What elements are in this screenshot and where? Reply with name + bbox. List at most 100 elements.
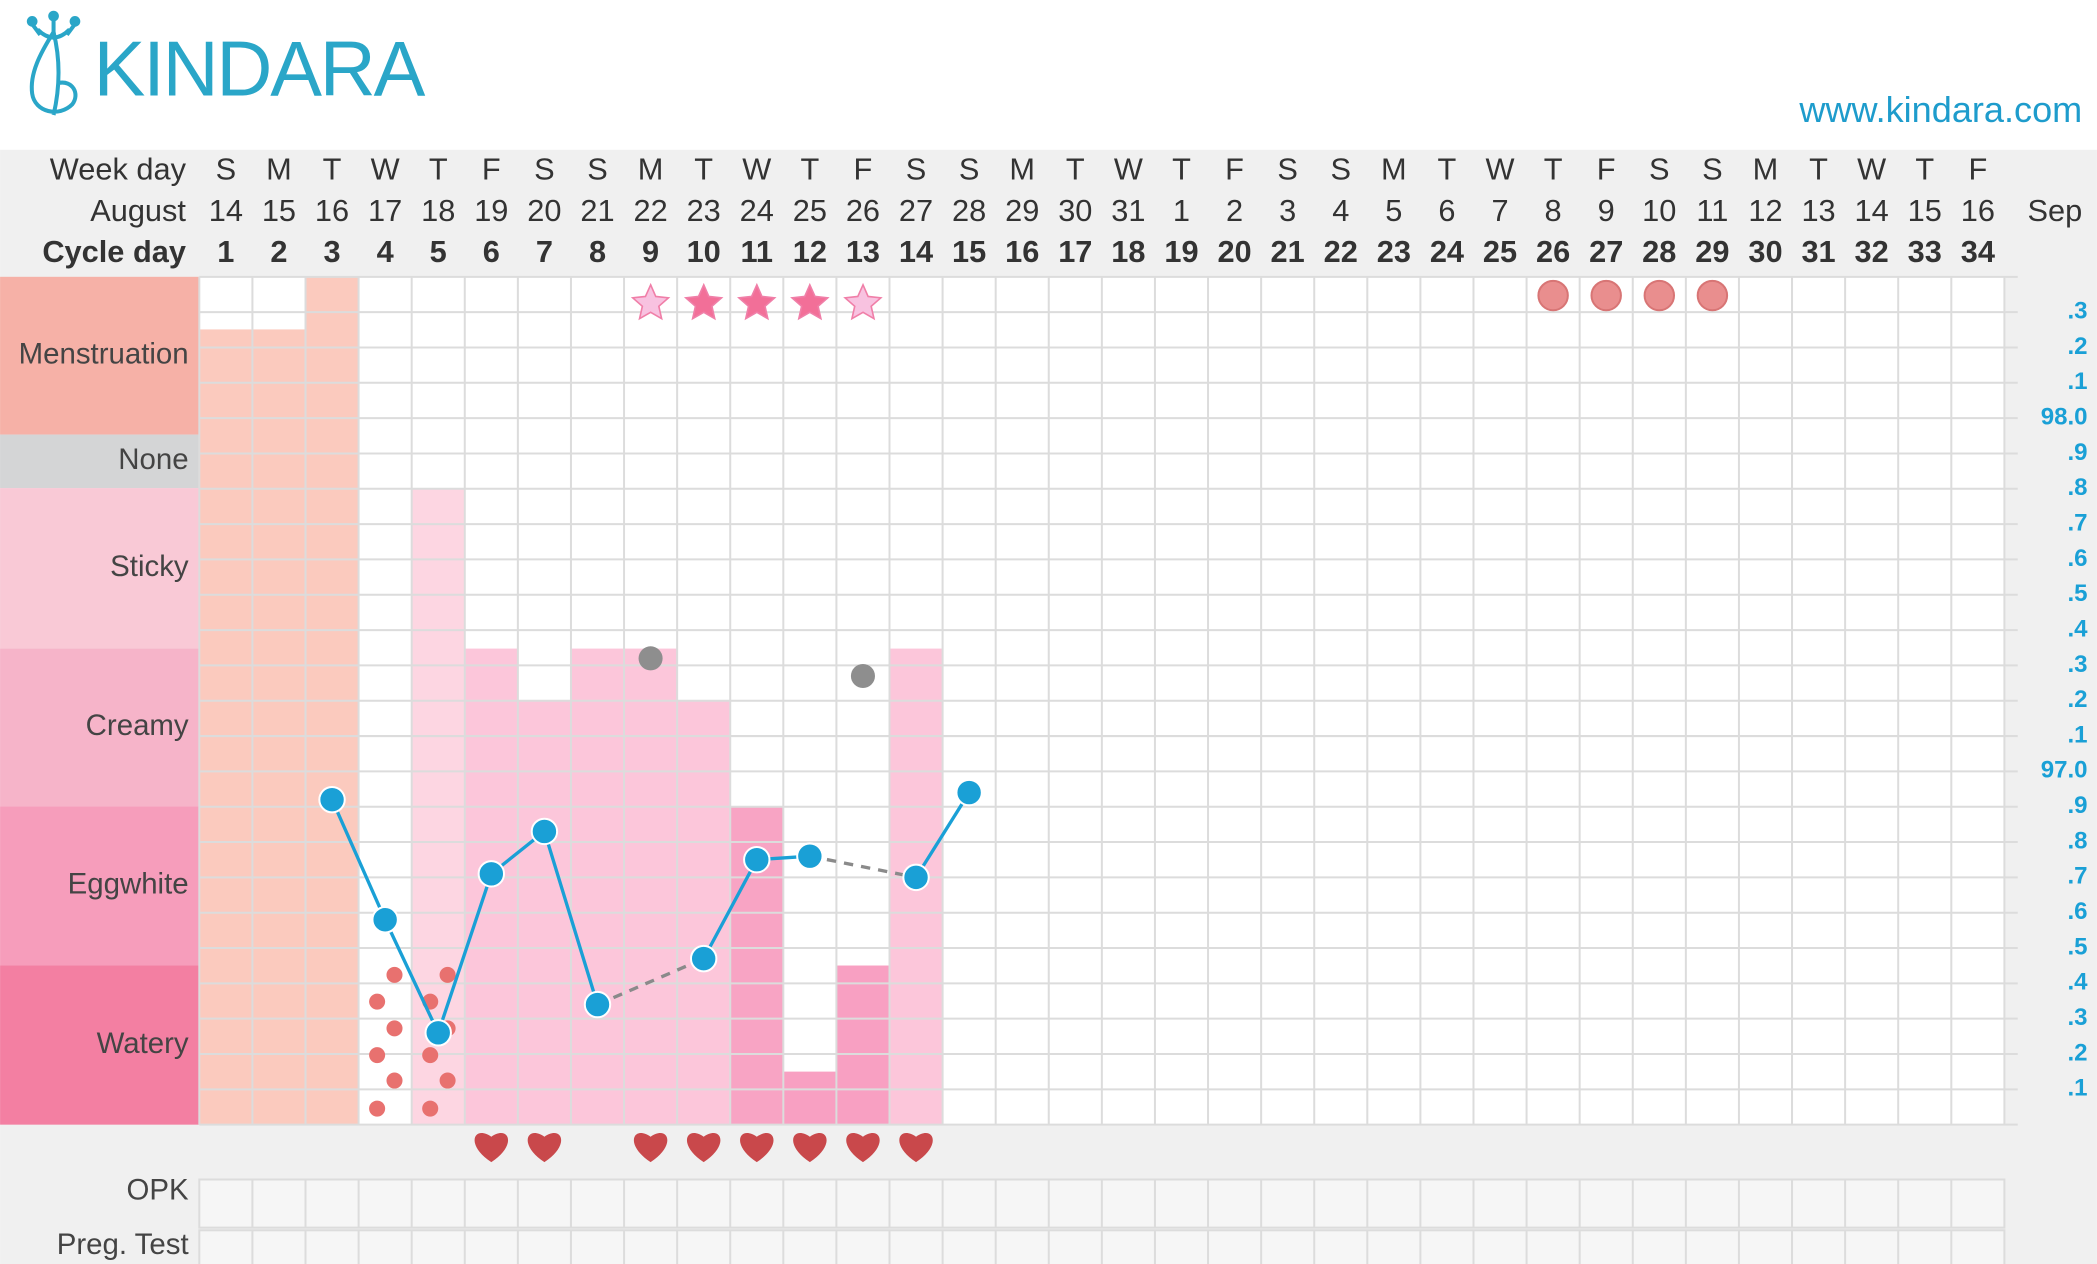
date: 25 (793, 193, 827, 228)
fluid-bar (836, 965, 890, 1125)
spotting-dot (422, 1047, 439, 1064)
date: 3 (1279, 193, 1296, 228)
grid (198, 275, 2018, 1126)
y-tick-label: .9 (2067, 792, 2087, 819)
cycle-day: 14 (899, 234, 933, 269)
brand: KINDARA (94, 26, 426, 112)
y-tick-label: .5 (2067, 933, 2087, 960)
date: 23 (687, 193, 721, 228)
date: 31 (1111, 193, 1145, 228)
week-day: T (694, 151, 713, 186)
date: 7 (1491, 193, 1508, 228)
date: 13 (1801, 193, 1835, 228)
spotting-dot (439, 1072, 456, 1089)
y-tick-label: .3 (2067, 298, 2087, 325)
spotting-dot (422, 1100, 439, 1117)
temperature-point (583, 990, 612, 1019)
fluid-band (0, 965, 200, 1125)
cycle-day: 32 (1855, 234, 1889, 269)
y-tick-label: .1 (2067, 368, 2087, 395)
date: 1 (1173, 193, 1190, 228)
cycle-day: 6 (483, 234, 500, 269)
cycle-day: 27 (1589, 234, 1623, 269)
fluid-category-label: Eggwhite (68, 868, 189, 901)
cervix-star (790, 282, 830, 321)
y-tick-label: 98.0 (2041, 403, 2088, 430)
cycle-day: 8 (589, 234, 606, 269)
date: 16 (315, 193, 349, 228)
cervix-star (630, 282, 671, 321)
cycle-day: 18 (1111, 234, 1145, 269)
date: 9 (1598, 193, 1615, 228)
date: 14 (1855, 193, 1889, 228)
date: 15 (1908, 193, 1942, 228)
week-day: F (1225, 151, 1244, 186)
date: 2 (1226, 193, 1243, 228)
logo-icon (26, 10, 81, 116)
week-day: W (371, 151, 400, 186)
test-row (198, 1178, 2006, 1229)
gap-connector (596, 957, 705, 1007)
week-day: T (1915, 151, 1934, 186)
intercourse-heart (633, 1133, 668, 1163)
opk-label: OPK (127, 1173, 189, 1206)
week-day: W (742, 151, 771, 186)
spotting-dot (369, 1100, 386, 1117)
intercourse-heart (474, 1133, 509, 1163)
fluid-bar (570, 648, 625, 1125)
date: 15 (262, 193, 296, 228)
y-tick-label: .3 (2067, 1004, 2087, 1031)
cycle-day: 29 (1695, 234, 1729, 269)
date: 30 (1058, 193, 1092, 228)
date: 12 (1748, 193, 1782, 228)
y-tick-label: .2 (2067, 686, 2087, 713)
cycle-day: 2 (270, 234, 287, 269)
fluid-band (0, 648, 200, 807)
spotting-dot (386, 966, 403, 983)
y-tick-label: .8 (2067, 827, 2087, 854)
cycle-day: 31 (1801, 234, 1835, 269)
date: 29 (1005, 193, 1039, 228)
cycle-day: 23 (1377, 234, 1411, 269)
date: 18 (421, 193, 455, 228)
y-tick-label: .4 (2067, 615, 2088, 642)
spotting-dot (369, 1047, 386, 1064)
week-day: M (1381, 151, 1407, 186)
week-day: S (1331, 151, 1352, 186)
spotting-dot (386, 1072, 403, 1089)
spotting-dot (439, 966, 456, 983)
cycle-day: 24 (1430, 234, 1464, 269)
week-day: M (638, 151, 664, 186)
week-day: W (1857, 151, 1886, 186)
y-tick-label: .3 (2067, 651, 2087, 678)
date: 11 (1696, 193, 1728, 228)
cervix-star (737, 282, 777, 321)
week-day-label: Week day (50, 151, 187, 186)
intercourse-heart (527, 1133, 562, 1163)
temperature-line (914, 791, 971, 879)
week-day: T (1544, 151, 1563, 186)
y-tick-label: .6 (2067, 898, 2087, 925)
fluid-category-label: Watery (97, 1027, 189, 1060)
intercourse-heart (686, 1133, 721, 1163)
cycle-day: 13 (846, 234, 880, 269)
y-tick-label: .2 (2067, 333, 2087, 360)
date: 14 (209, 193, 243, 228)
intercourse-heart (740, 1133, 774, 1163)
week-day: S (587, 151, 608, 186)
month-label: August (90, 193, 186, 228)
date: 26 (846, 193, 880, 228)
fluid-bar (199, 329, 253, 1125)
date: 28 (952, 193, 986, 228)
temperature-point (743, 845, 771, 874)
date: 22 (633, 193, 667, 228)
date: 21 (580, 193, 614, 228)
week-day: T (800, 151, 819, 186)
cycle-day: 10 (687, 234, 721, 269)
header-bg (0, 0, 2097, 150)
cycle-day: 33 (1908, 234, 1942, 269)
predicted-period (1643, 279, 1676, 312)
date: 6 (1438, 193, 1455, 228)
cycle-day: 26 (1536, 234, 1570, 269)
cervix-star (843, 282, 883, 321)
